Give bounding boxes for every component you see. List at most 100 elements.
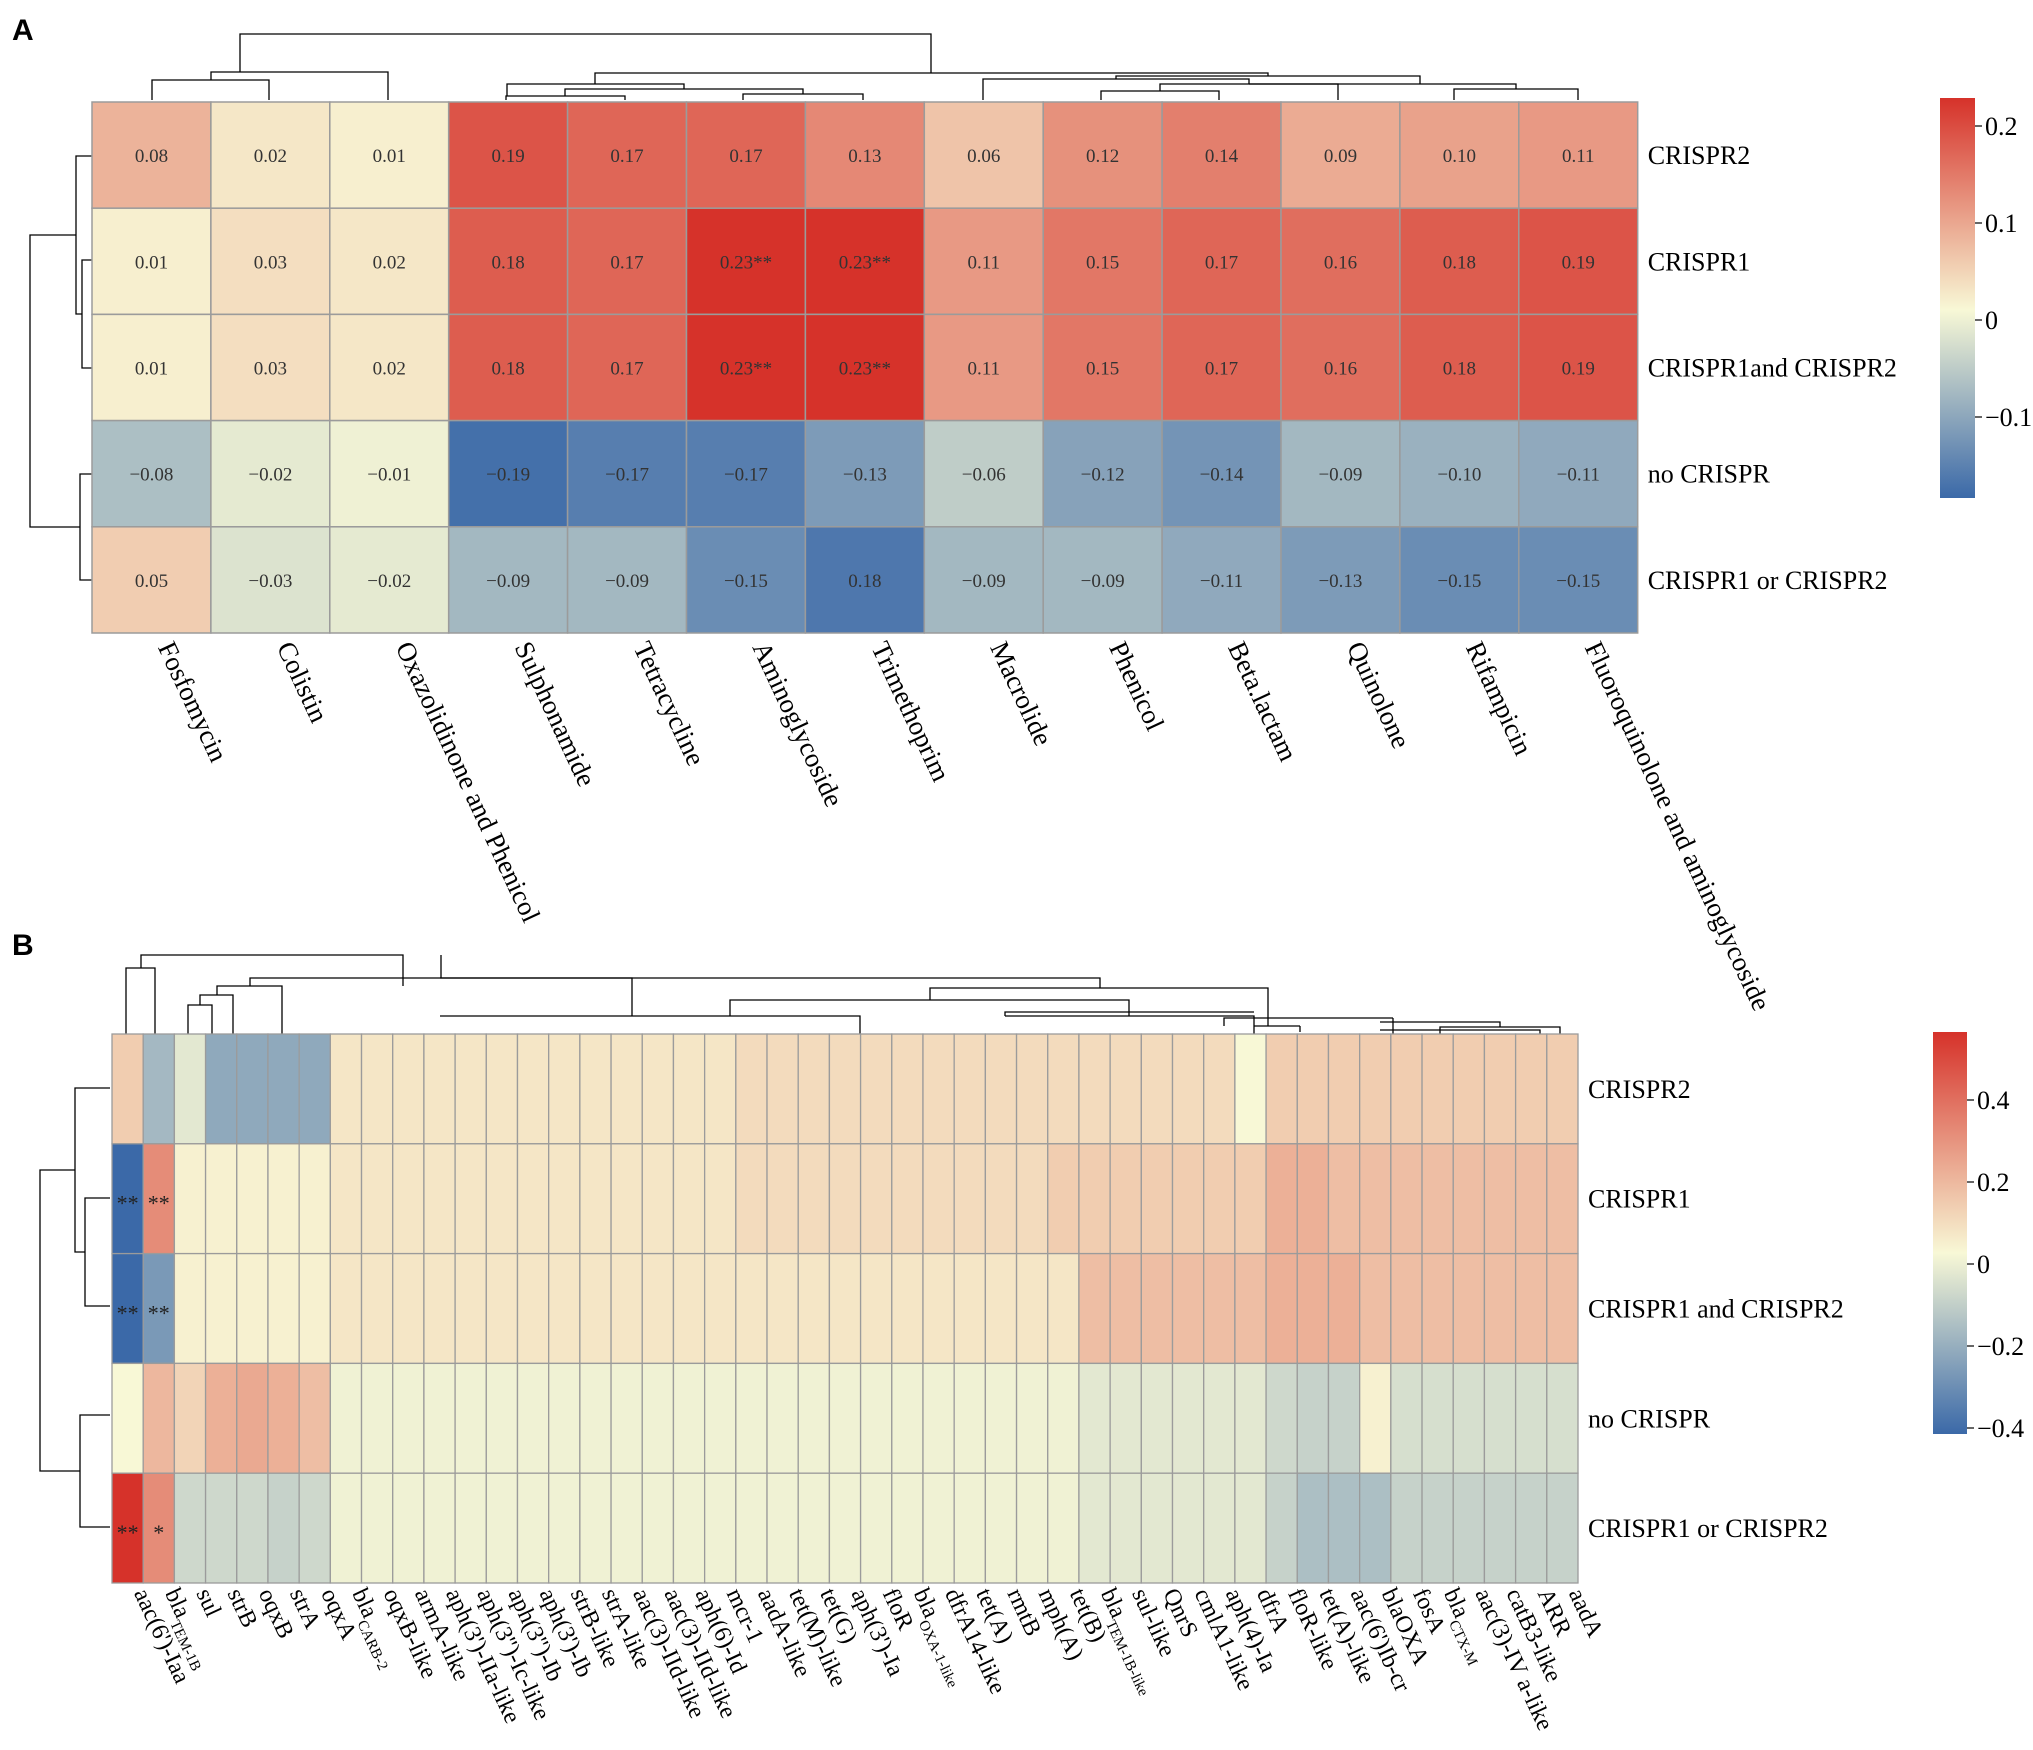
cell-label: −0.15 (724, 571, 768, 592)
heatmap-cell (672, 1362, 706, 1474)
row-label: no CRISPR (1588, 1404, 1711, 1433)
cell-label: −0.14 (1200, 465, 1244, 486)
heatmap-cell (329, 207, 450, 316)
cell-label: 0.06 (967, 146, 1000, 167)
heatmap-cell (360, 1143, 394, 1255)
heatmap-cell (1265, 1362, 1298, 1474)
heatmap-cell (1421, 1252, 1454, 1365)
heatmap-cell (828, 1252, 862, 1365)
heatmap-cell (1280, 313, 1401, 422)
heatmap-cell (703, 1143, 737, 1255)
heatmap-cell (1546, 1033, 1579, 1145)
column-label: Quinolone (1341, 637, 1416, 753)
row-label: no CRISPR (1648, 460, 1771, 489)
cell-label: 0.10 (1443, 146, 1476, 167)
heatmap-cell (1047, 1472, 1080, 1584)
heatmap-cell (1280, 419, 1401, 528)
heatmap-cell (641, 1033, 675, 1145)
heatmap-cell (1421, 1143, 1454, 1255)
heatmap-cell (1483, 1472, 1517, 1584)
heatmap-cell (953, 1362, 987, 1474)
heatmap-cell (685, 207, 807, 316)
heatmap-cell (1327, 1252, 1361, 1365)
heatmap-cell (1203, 1143, 1236, 1255)
cell-label: 0.18 (1443, 359, 1476, 380)
heatmap-cell (392, 1362, 425, 1474)
panel-b-heatmap: ** **** **** * (111, 1033, 1579, 1584)
heatmap-cell (859, 1033, 893, 1145)
heatmap-cell (984, 1033, 1018, 1145)
heatmap-cell (923, 101, 1044, 209)
cell-label: 0.14 (1205, 146, 1239, 167)
heatmap-cell (1078, 1362, 1111, 1474)
heatmap-cell (1234, 1252, 1267, 1365)
heatmap-cell (267, 1033, 300, 1145)
cell-label: 0.05 (135, 571, 168, 592)
heatmap-cell (485, 1472, 519, 1584)
heatmap-cell (1161, 101, 1282, 209)
heatmap-cell (1421, 1033, 1454, 1145)
heatmap-cell (953, 1033, 987, 1145)
row-label: CRISPR1and CRISPR2 (1648, 354, 1897, 383)
heatmap-cell (685, 526, 807, 634)
heatmap-cell (1171, 1033, 1205, 1145)
cell-label: −0.11 (1200, 571, 1243, 592)
heatmap-cell (610, 1252, 643, 1365)
heatmap-cell (797, 1472, 831, 1584)
heatmap-cell (579, 1252, 612, 1365)
heatmap-cell (485, 1362, 519, 1474)
heatmap-cell (828, 1472, 862, 1584)
heatmap-cell (672, 1143, 706, 1255)
column-label: Rifampicin (1460, 637, 1539, 760)
heatmap-cell (1203, 1362, 1236, 1474)
cell-label: −0.09 (605, 571, 649, 592)
cell-label: −0.15 (1556, 571, 1600, 592)
column-label: Fosfomycin (152, 637, 234, 767)
heatmap-cell (1483, 1143, 1517, 1255)
heatmap-cell (1296, 1472, 1330, 1584)
heatmap-cell (1421, 1472, 1454, 1584)
cell-label: 0.16 (1324, 252, 1357, 273)
heatmap-cell (1399, 207, 1520, 316)
heatmap-cell (1327, 1143, 1361, 1255)
heatmap-cell (423, 1143, 456, 1255)
heatmap-cell (1042, 419, 1163, 528)
heatmap-cell (548, 1143, 581, 1255)
row-label: CRISPR2 (1588, 1075, 1691, 1104)
row-label: CRISPR2 (1648, 141, 1751, 170)
heatmap-cell (922, 1143, 955, 1255)
heatmap-cell (111, 1033, 144, 1145)
heatmap-cell (891, 1033, 924, 1145)
heatmap-cell (485, 1033, 519, 1145)
heatmap-cell (329, 1252, 363, 1365)
cell-label: −0.10 (1437, 465, 1481, 486)
heatmap-cell (922, 1033, 955, 1145)
cell-label: −0.15 (1437, 571, 1481, 592)
panel-label-a: A (12, 14, 34, 47)
heatmap-cell (423, 1472, 456, 1584)
heatmap-cell (923, 419, 1044, 528)
heatmap-cell (111, 1472, 144, 1584)
column-label: strB (222, 1585, 262, 1632)
cell-label: 0.19 (492, 146, 525, 167)
heatmap-cell (641, 1472, 675, 1584)
heatmap-cell (672, 1033, 706, 1145)
heatmap-cell (1359, 1033, 1392, 1145)
heatmap-cell (1359, 1252, 1392, 1365)
heatmap-cell (329, 1472, 363, 1584)
cell-label: 0.01 (135, 252, 168, 273)
cell-label: 0.11 (1562, 146, 1595, 167)
cell-label: 0.17 (610, 146, 643, 167)
heatmap-cell (1109, 1472, 1142, 1584)
heatmap-cell (1296, 1143, 1330, 1255)
heatmap-cell (447, 526, 569, 634)
cell-label: 0.15 (1086, 252, 1119, 273)
heatmap-cell (173, 1033, 207, 1145)
heatmap-cell (1483, 1033, 1517, 1145)
heatmap-cell (1483, 1362, 1517, 1474)
cell-label: 0.18 (492, 359, 525, 380)
heatmap-cell (1015, 1472, 1049, 1584)
heatmap-cell (210, 526, 331, 634)
heatmap-cell (548, 1252, 581, 1365)
cell-label: −0.13 (843, 465, 887, 486)
